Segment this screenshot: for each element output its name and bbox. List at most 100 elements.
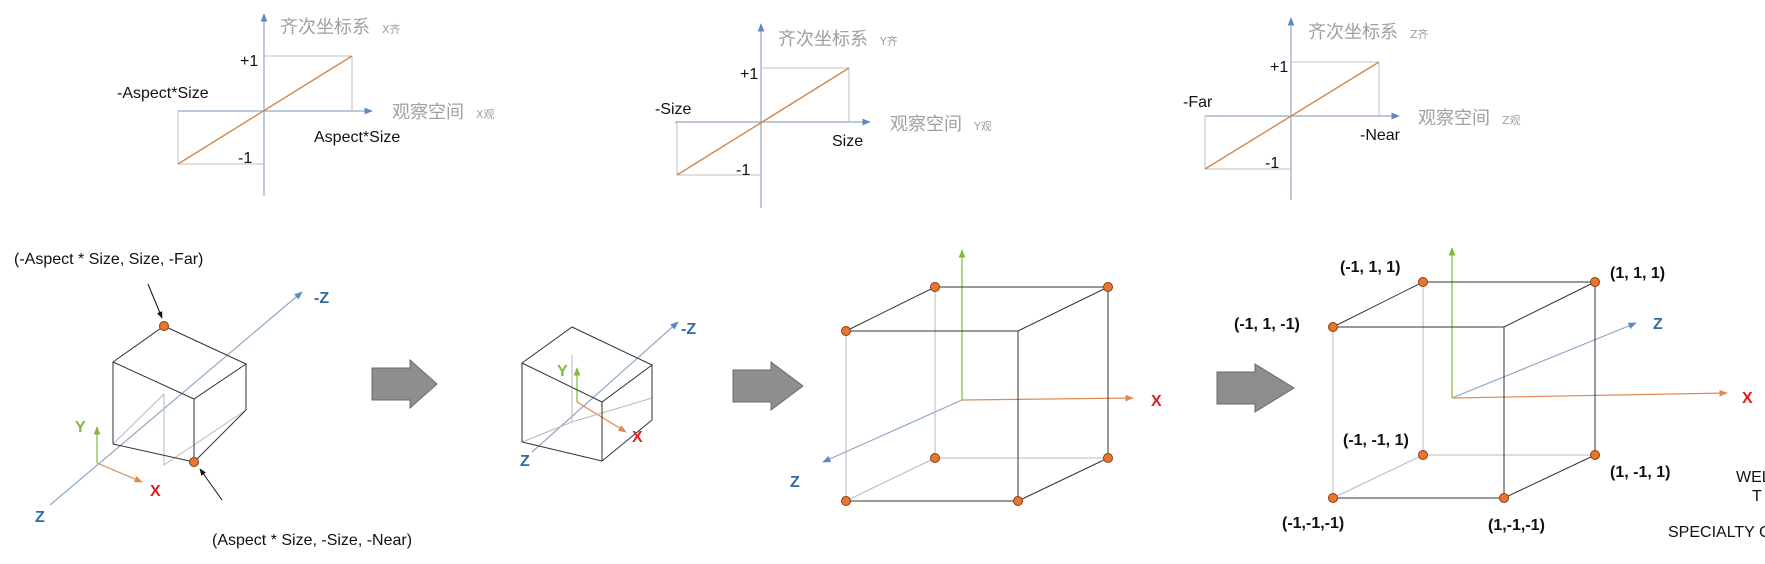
step4-x-axis-arrow: [1451, 389, 1728, 399]
step4-vertex-label: (-1,-1,-1): [1282, 515, 1344, 532]
step3-vertex: [841, 326, 851, 336]
step4-top-face: [1332, 281, 1596, 328]
step1-hidden-edges: [163, 394, 247, 466]
step2-edge-bottom-left: [521, 441, 603, 462]
graph-x-neg-label: -Aspect*Size: [117, 85, 209, 102]
graph-x-mapping-line: [177, 55, 353, 165]
step3-edge-bottom-left: [845, 457, 936, 502]
step1-neg-z-axis: [49, 291, 303, 506]
step4-vertex: [1590, 277, 1600, 287]
step4-z-label: Z: [1653, 316, 1663, 333]
graph-y-neg-label: -Size: [655, 101, 692, 118]
step2-neg-z-label: -Z: [681, 321, 696, 338]
graph-y-y-sub: Y齐: [879, 34, 898, 48]
graph-z-plus-one: +1: [1270, 59, 1288, 76]
step-arrow-2: [732, 361, 804, 411]
step3-scaled-cube: X Z: [790, 249, 1162, 506]
step4-x-label: X: [1742, 390, 1753, 407]
step3-vertex: [1103, 282, 1113, 292]
graph-y-mapping-line: [676, 67, 850, 176]
step4-edge-bottom-left: [1332, 454, 1424, 499]
step4-vertex: [1328, 493, 1338, 503]
mapping-graph-z: 齐次坐标系 Z齐 观察空间 Z观 -Far -Near +1 -1: [1183, 17, 1521, 200]
graph-x-plus-one: +1: [240, 53, 258, 70]
graph-x-y-title: 齐次坐标系: [280, 17, 370, 38]
step4-vertex-label: (-1, 1, 1): [1340, 259, 1400, 276]
step4-z-axis-arrow: [1451, 322, 1637, 399]
step-arrow-3: [1216, 363, 1295, 413]
graph-z-y-title: 齐次坐标系: [1308, 22, 1398, 43]
step3-z-label: Z: [790, 474, 800, 491]
graph-z-x-title: 观察空间: [1418, 108, 1490, 129]
step1-bottom-callout: (Aspect * Size, -Size, -Near): [212, 532, 412, 549]
step3-vertex: [841, 496, 851, 506]
step2-y-label: Y: [557, 363, 568, 380]
step1-near-vertex: [189, 457, 199, 467]
step1-edge-bottom-right: [193, 409, 247, 463]
watermark-line2: T: [1752, 488, 1762, 505]
step3-x-axis-arrow: [961, 394, 1134, 402]
step4-vertex-label: (1, -1, 1): [1610, 464, 1670, 481]
step2-top-face: [521, 326, 653, 403]
graph-z-x-sub: Z观: [1502, 114, 1521, 127]
step-arrow-1: [371, 358, 438, 410]
step3-vertex: [1103, 453, 1113, 463]
step1-top-callout-arrow: [147, 283, 163, 319]
step3-back-face: [934, 286, 1109, 459]
graph-x-y-sub: X齐: [382, 22, 401, 36]
step2-hidden-edges: [571, 355, 653, 423]
step3-x-label: X: [1151, 393, 1162, 410]
step3-edge-bottom-right: [1017, 457, 1109, 502]
step4-vertex: [1328, 322, 1338, 332]
step4-vertex: [1590, 450, 1600, 460]
graph-y-minus-one: -1: [736, 162, 750, 179]
step2-edge-bottom-right: [601, 419, 653, 462]
step1-view-volume: (-Aspect * Size, Size, -Far) (Aspect * S…: [14, 251, 412, 549]
step4-vertex-label: (1, 1, 1): [1610, 265, 1665, 282]
graph-y-plus-one: +1: [740, 66, 758, 83]
step3-top-face: [845, 286, 1109, 332]
step1-far-vertex: [159, 321, 169, 331]
step3-vertex: [930, 453, 940, 463]
step1-y-label: Y: [75, 419, 86, 436]
step3-vertex: [930, 282, 940, 292]
step4-vertex-label: (-1, 1, -1): [1234, 316, 1300, 333]
step4-vertex: [1418, 277, 1428, 287]
step4-edge-bottom-right: [1503, 454, 1596, 499]
graph-y-x-sub: Y观: [973, 120, 992, 133]
step1-hidden-edge-2: [112, 393, 165, 445]
step3-vertex: [1013, 496, 1023, 506]
graph-z-pos-label: -Near: [1360, 127, 1401, 144]
mapping-graph-y: 齐次坐标系 Y齐 观察空间 Y观 -Size Size +1 -1: [655, 23, 992, 208]
step2-hidden-edge-2: [521, 421, 573, 443]
graph-y-y-title: 齐次坐标系: [778, 29, 868, 50]
mapping-graph-x: 齐次坐标系 X齐 观察空间 X观 -Aspect*Size Aspect*Siz…: [117, 13, 495, 196]
step1-x-label: X: [150, 483, 161, 500]
graph-x-minus-one: -1: [238, 150, 252, 167]
step1-edge-bottom-left: [112, 443, 195, 463]
step1-neg-z-label: -Z: [314, 290, 329, 307]
step3-z-axis-arrow: [822, 399, 963, 463]
graph-z-minus-one: -1: [1265, 155, 1279, 172]
graph-y-x-title: 观察空间: [890, 114, 962, 135]
step4-back-face: [1422, 281, 1596, 456]
step1-top-callout: (-Aspect * Size, Size, -Far): [14, 251, 203, 268]
step1-z-label: Z: [35, 509, 45, 526]
step4-vertex-label: (1,-1,-1): [1488, 517, 1545, 534]
step4-ndc-cube: (-1, 1, 1) (1, 1, 1) (-1, 1, -1) (-1, -1…: [1234, 247, 1753, 534]
step4-vertex-label: (-1, -1, 1): [1343, 432, 1409, 449]
step4-vertex: [1499, 493, 1509, 503]
step1-bottom-callout-arrow: [199, 468, 223, 501]
step2-z-label: Z: [520, 453, 530, 470]
step4-vertex: [1418, 450, 1428, 460]
watermark: WEL T SPECIALTY CO: [1668, 469, 1765, 541]
step2-x-label: X: [632, 429, 643, 446]
watermark-line3: SPECIALTY CO: [1668, 524, 1765, 541]
step2-translated-volume: -Z Y X Z: [520, 321, 696, 470]
graph-z-neg-label: -Far: [1183, 94, 1213, 111]
step1-top-face: [112, 325, 248, 400]
graph-x-x-sub: X观: [476, 108, 495, 121]
watermark-line1: WEL: [1736, 469, 1765, 486]
graph-x-x-title: 观察空间: [392, 102, 464, 123]
